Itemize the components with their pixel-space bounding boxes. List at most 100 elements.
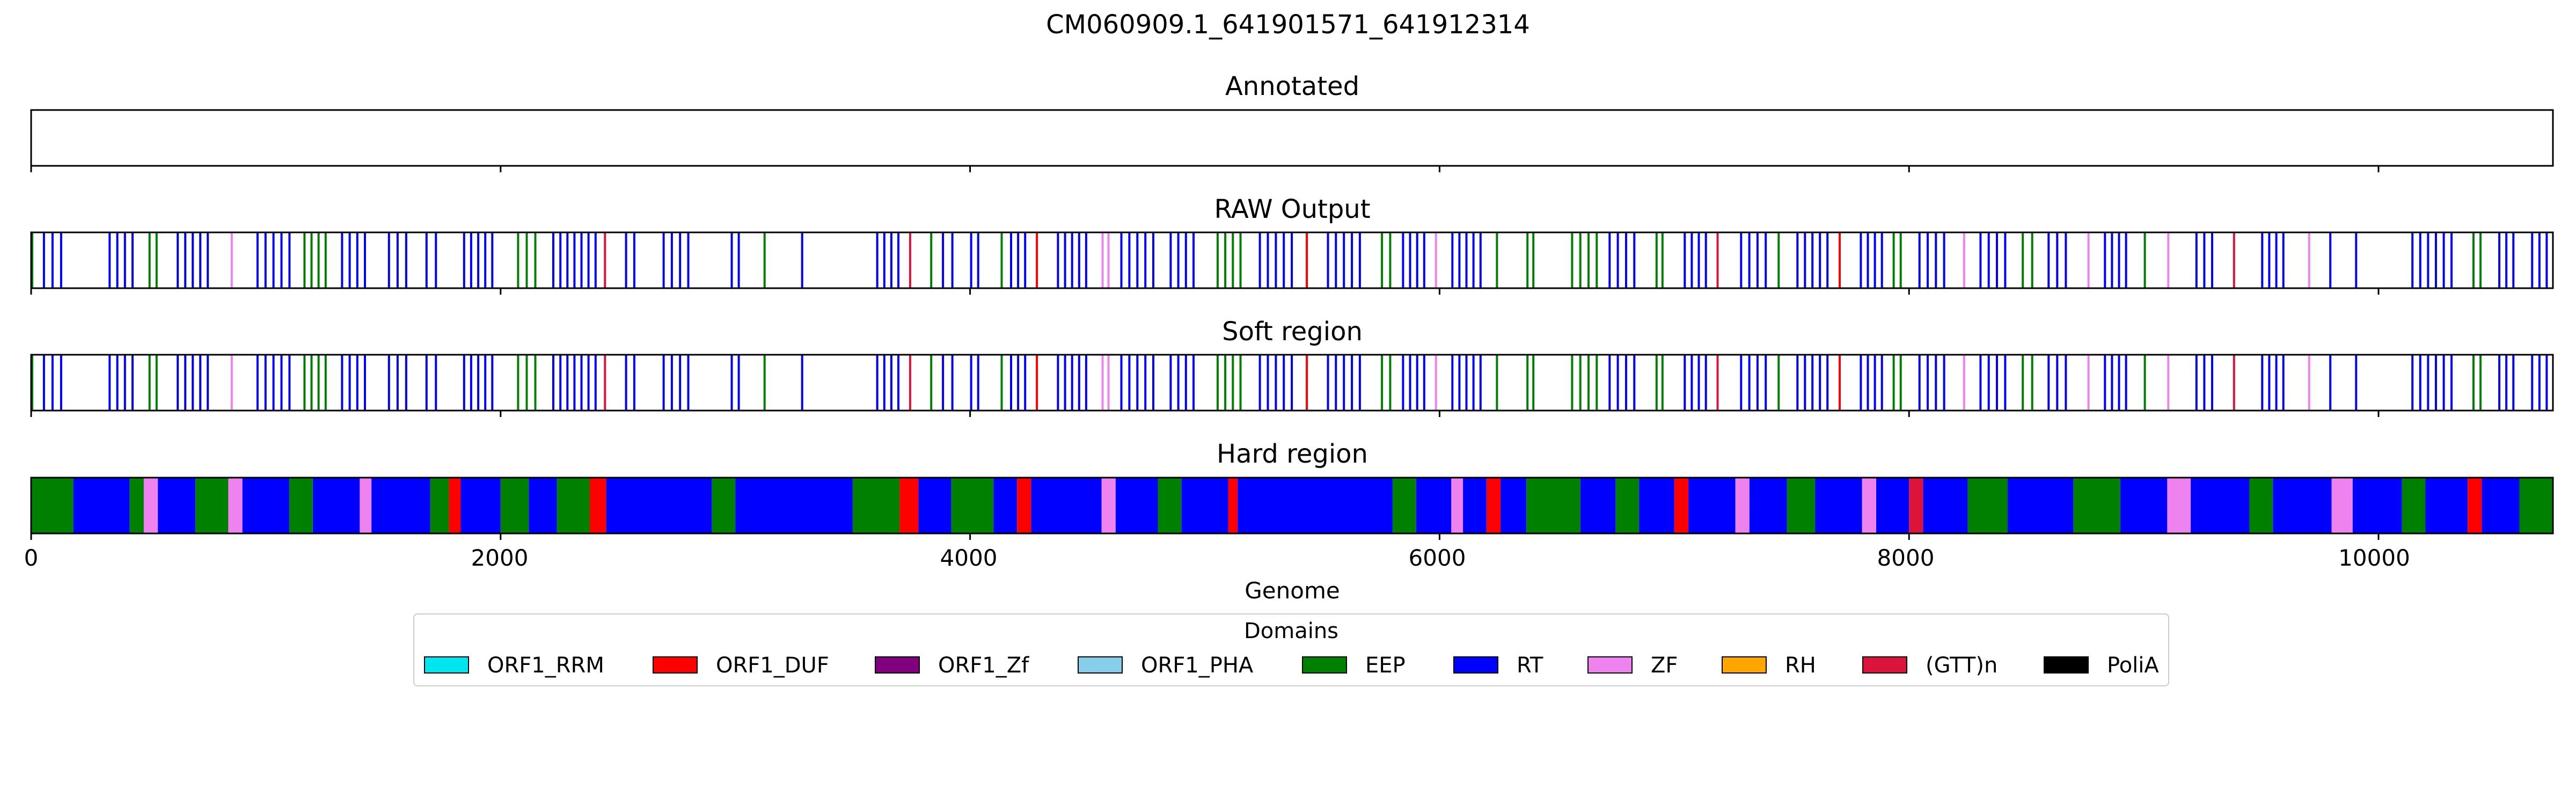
track-mark-soft-region-rt	[2268, 355, 2271, 411]
track-mark-soft-region-rt	[1690, 355, 1693, 411]
track-mark-soft-region-rt	[1465, 355, 1468, 411]
track-mark-soft-region-rt	[1458, 355, 1461, 411]
track-mark-soft-region-rt	[1979, 355, 1982, 411]
track-mark-soft-region-rt	[387, 355, 390, 411]
track-mark-soft-region-rt	[2261, 355, 2264, 411]
track-mark-raw-output-rt	[1867, 232, 1869, 288]
track-mark-raw-output-rt	[625, 232, 627, 288]
track-mark-soft-region-rt	[207, 355, 209, 411]
track-mark-soft-region-rt	[280, 355, 283, 411]
track-mark-raw-output-eep	[2479, 232, 2482, 288]
track-mark-raw-output-eep	[1899, 232, 1902, 288]
track-mark-raw-output-rt	[477, 232, 480, 288]
track-mark-soft-region-eep	[1216, 355, 1219, 411]
track-mark-raw-output-rt	[280, 232, 283, 288]
track-mark-raw-output-rt	[883, 232, 885, 288]
track-mark-soft-region-rt	[1625, 355, 1627, 411]
track-segment-hard-region-zf	[360, 478, 372, 533]
track-mark-soft-region-rt	[1804, 355, 1806, 411]
track-mark-raw-output-rt	[396, 232, 399, 288]
track-mark-soft-region-rt	[405, 355, 407, 411]
track-mark-soft-region-rt	[883, 355, 885, 411]
track-mark-raw-output-rt	[2419, 232, 2421, 288]
track-mark-soft-region-zf	[1963, 355, 1965, 411]
track-mark-soft-region-rt	[2512, 355, 2515, 411]
track-mark-raw-output-rt	[1192, 232, 1195, 288]
track-mark-soft-region-rt	[633, 355, 635, 411]
track-segment-hard-region-orf1-duf	[1017, 478, 1031, 533]
panel-title-soft-region: Soft region	[1222, 317, 1363, 347]
track-mark-raw-output-rt	[1608, 232, 1611, 288]
track-mark-raw-output-eep	[1239, 232, 1242, 288]
track-mark-soft-region-rt	[1078, 355, 1080, 411]
track-mark-soft-region-rt	[730, 355, 733, 411]
track-mark-raw-output-rt	[951, 232, 954, 288]
track-mark-raw-output-eep	[2472, 232, 2475, 288]
track-mark-soft-region-eep	[2022, 355, 2024, 411]
track-mark-raw-output-rt	[977, 232, 979, 288]
track-mark-soft-region-rt	[2282, 355, 2285, 411]
track-mark-raw-output-rt	[2065, 232, 2067, 288]
track-mark-raw-output-rt	[184, 232, 187, 288]
track-mark-raw-output-rt	[1987, 232, 1990, 288]
track-stripe-hard-region-rt	[2029, 478, 2031, 533]
track-stripe-hard-region-rt	[1945, 478, 1946, 533]
track-mark-soft-region-rt	[2531, 355, 2534, 411]
panel-frame-soft-region	[30, 354, 2554, 412]
track-mark-raw-output-rt	[288, 232, 291, 288]
track-mark-raw-output-rt	[491, 232, 494, 288]
track-mark-soft-region-zf	[1101, 355, 1104, 411]
track-mark-raw-output-rt	[2427, 232, 2429, 288]
legend-swatch-polia	[2044, 656, 2089, 674]
track-mark-raw-output-rt	[435, 232, 437, 288]
track-mark-raw-output-rt	[1472, 232, 1475, 288]
track-mark-raw-output-rt	[1128, 232, 1131, 288]
track-segment-hard-region-eep	[129, 478, 144, 533]
track-mark-raw-output-rt	[1423, 232, 1425, 288]
track-mark-raw-output-eep	[2031, 232, 2033, 288]
track-mark-soft-region-rt	[131, 355, 134, 411]
track-mark-raw-output-rt	[890, 232, 892, 288]
track-mark-soft-region-eep	[155, 355, 158, 411]
track-mark-soft-region-eep	[1381, 355, 1384, 411]
track-mark-raw-output-rt	[1017, 232, 1020, 288]
track-mark-soft-region-rt	[356, 355, 358, 411]
track-mark-soft-region-eep	[1587, 355, 1590, 411]
track-mark-soft-region-rt	[491, 355, 494, 411]
track-mark-raw-output-rt	[687, 232, 690, 288]
track-stripe-hard-region-rt	[659, 478, 660, 533]
legend-swatch-zf	[1587, 656, 1633, 674]
x-tick-label-10000: 10000	[2338, 545, 2410, 571]
track-mark-raw-output-rt	[1169, 232, 1172, 288]
track-mark-soft-region-eep	[303, 355, 306, 411]
track-mark-raw-output-orf1-duf	[1839, 232, 1841, 288]
track-mark-raw-output-rt	[730, 232, 733, 288]
track-mark-raw-output-rt	[1071, 232, 1073, 288]
track-mark-raw-output-rt	[1479, 232, 1482, 288]
track-mark-raw-output-eep	[1224, 232, 1227, 288]
track-mark-raw-output-rt	[1120, 232, 1123, 288]
track-segment-hard-region-zf	[1101, 478, 1116, 533]
track-mark-raw-output-rt	[1152, 232, 1154, 288]
track-mark-raw-output-eep	[31, 232, 33, 288]
track-mark-soft-region-eep	[1232, 355, 1234, 411]
track-mark-soft-region-eep	[1892, 355, 1895, 411]
legend-label-orf1-pha: ORF1_PHA	[1141, 653, 1254, 678]
track-mark-raw-output-rt	[1819, 232, 1821, 288]
track-mark-raw-output-rt	[552, 232, 554, 288]
track-mark-soft-region-rt	[625, 355, 627, 411]
track-segment-hard-region-eep	[1392, 478, 1416, 533]
track-segment-hard-region-rt	[2007, 478, 2074, 533]
track-mark-raw-output-eep	[1216, 232, 1219, 288]
track-mark-soft-region-rt	[1987, 355, 1990, 411]
track-mark-raw-output-rt	[60, 232, 62, 288]
legend-label-orf1-rrm: ORF1_RRM	[487, 653, 604, 678]
track-mark-soft-region-eep	[1596, 355, 1598, 411]
track-mark-raw-output-rt	[1291, 232, 1293, 288]
track-mark-soft-region-rt	[587, 355, 590, 411]
track-mark-soft-region-rt	[108, 355, 111, 411]
legend-swatch-orf1-pha	[1078, 656, 1123, 674]
track-mark-raw-output-eep	[1777, 232, 1780, 288]
track-mark-soft-region-rt	[1057, 355, 1059, 411]
track-mark-soft-region-eep	[1571, 355, 1574, 411]
